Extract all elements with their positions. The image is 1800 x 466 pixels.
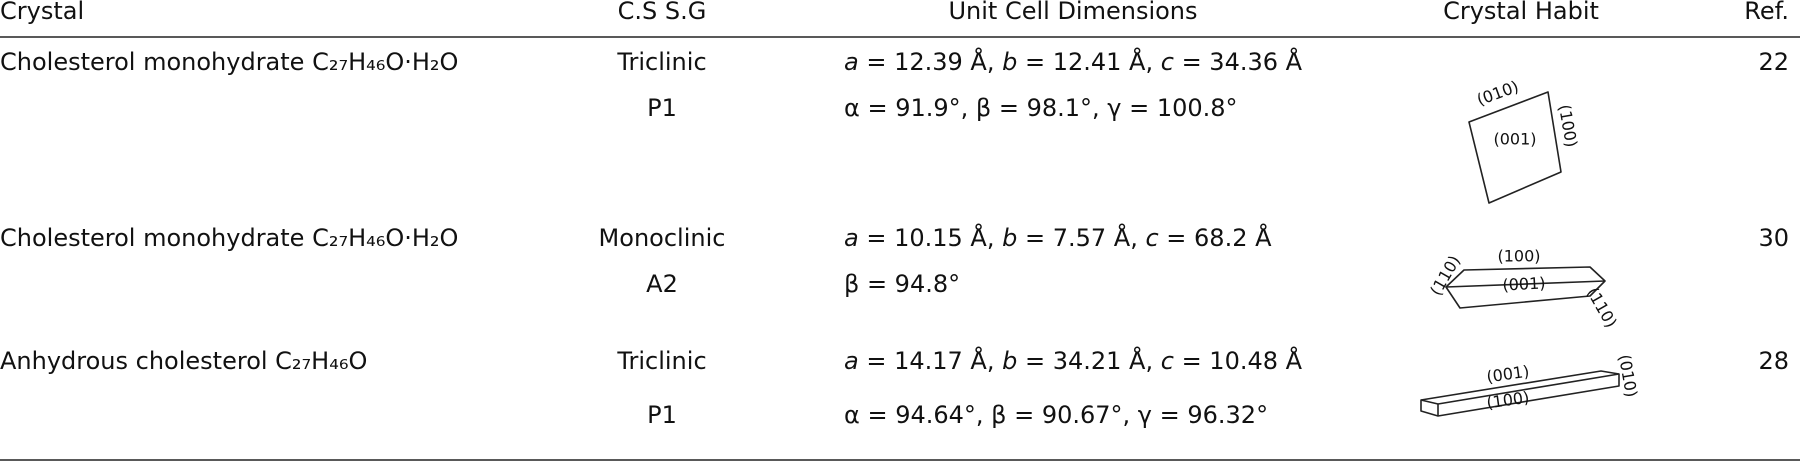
habit-face-label: (010): [1615, 353, 1641, 399]
habit-face-label: (100): [1555, 103, 1581, 149]
reference: 22: [1758, 48, 1789, 76]
habit-edge: [1445, 280, 1606, 288]
cell-dimension: a = 10.15 Å, b = 7.57 Å, c = 68.2 Å: [844, 223, 1272, 252]
cell-dimension: a = 12.39 Å, b = 12.41 Å, c = 34.36 Å: [844, 47, 1303, 76]
habit-face-label: (001): [1502, 273, 1546, 294]
crystal-system: Triclinic: [616, 347, 706, 375]
header-cell: C.S S.G: [618, 0, 707, 25]
cell-dimension: α = 91.9°, β = 98.1°, γ = 100.8°: [844, 94, 1238, 122]
crystal-name: Cholesterol monohydrate C₂₇H₄₆O·H₂O: [0, 48, 458, 76]
habit-shape: [1420, 370, 1620, 417]
cell-dimension: α = 94.64°, β = 90.67°, γ = 96.32°: [844, 401, 1268, 429]
space-group: P1: [647, 401, 677, 429]
habit-shape: [1468, 91, 1562, 204]
crystal-system: Triclinic: [616, 48, 706, 76]
habit-face-label: (110): [1583, 284, 1621, 331]
cell-dimension: a = 14.17 Å, b = 34.21 Å, c = 10.48 Å: [844, 346, 1303, 375]
reference: 30: [1758, 224, 1789, 252]
crystal-name: Cholesterol monohydrate C₂₇H₄₆O·H₂O: [0, 224, 458, 252]
header-cell: Unit Cell Dimensions: [948, 0, 1197, 25]
crystal-system: Monoclinic: [599, 224, 726, 252]
habit-face-label: (100): [1497, 247, 1540, 266]
header-cell: Crystal: [0, 0, 84, 25]
space-group: P1: [647, 94, 677, 122]
habit-face-label: (001): [1493, 130, 1536, 149]
crystal-name: Anhydrous cholesterol C₂₇H₄₆O: [0, 347, 367, 375]
habit-face-label: (100): [1485, 388, 1530, 413]
space-group: A2: [646, 270, 678, 298]
header-cell: Crystal Habit: [1443, 0, 1599, 25]
reference: 28: [1758, 347, 1789, 375]
header-cell: Ref.: [1744, 0, 1789, 25]
cell-dimension: β = 94.8°: [844, 270, 960, 298]
